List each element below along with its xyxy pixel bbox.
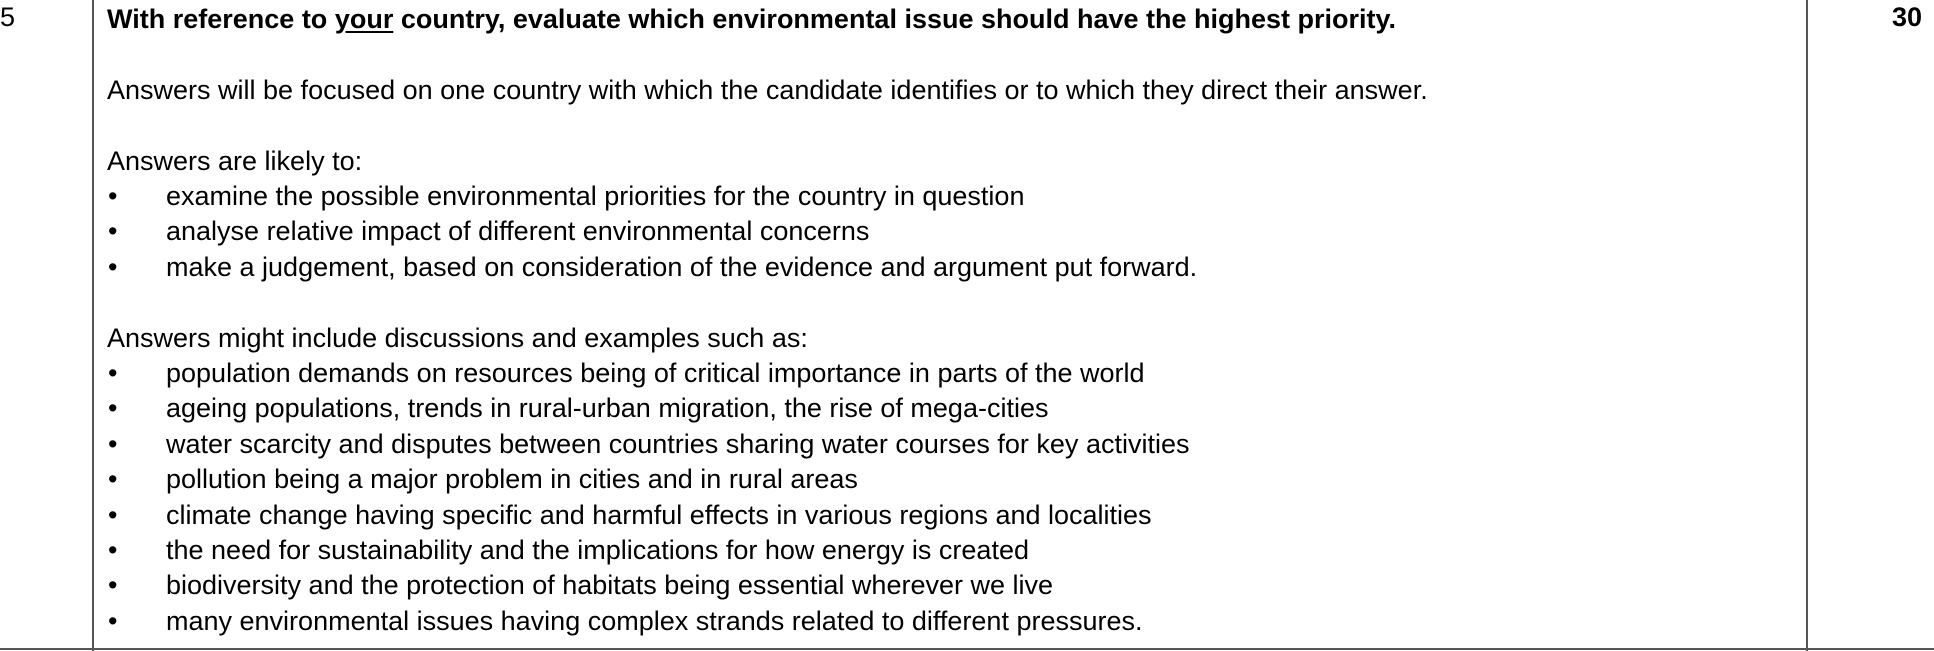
question-text: With reference to your country, evaluate… — [107, 2, 1797, 37]
bullet-icon: • — [108, 251, 118, 282]
list-item-text: ageing populations, trends in rural-urba… — [166, 393, 1049, 424]
bullet-icon: • — [108, 535, 118, 566]
list-item: • make a judgement, based on consideratio… — [107, 250, 1797, 285]
bullet-icon: • — [108, 181, 118, 211]
column-divider-right — [1806, 0, 1808, 651]
question-number: 5 — [0, 2, 16, 32]
list-item-text: pollution being a major problem in citie… — [166, 464, 858, 495]
spacer — [107, 108, 1797, 143]
bullet-icon: • — [108, 216, 118, 247]
bullet-icon: • — [108, 393, 118, 424]
list-item-text: make a judgement, based on consideration… — [166, 251, 1198, 282]
bullet-icon: • — [108, 499, 118, 530]
list-item-text: biodiversity and the protection of habit… — [166, 570, 1054, 601]
question-suffix: country, evaluate which environmental is… — [393, 4, 1397, 34]
list-item: • the need for sustainability and the imp… — [107, 533, 1797, 568]
column-divider-left — [92, 0, 94, 651]
list-item: • pollution being a major problem in citi… — [107, 462, 1797, 497]
might-heading: Answers might include discussions and ex… — [107, 322, 808, 353]
bullet-icon: • — [108, 464, 118, 495]
list-item: • biodiversity and the protection of habi… — [107, 568, 1797, 603]
list-item-text: climate change having specific and harmf… — [166, 499, 1152, 530]
list-item: • population demands on resources being o… — [107, 356, 1797, 391]
list-item-text: water scarcity and disputes between coun… — [166, 428, 1190, 459]
intro-text: Answers will be focused on one country w… — [107, 74, 1428, 105]
row-bottom-border — [0, 648, 1934, 650]
bullet-icon: • — [108, 358, 118, 389]
list-item-text: many environmental issues having complex… — [166, 605, 1143, 636]
question-emphasis: your — [334, 4, 394, 34]
spacer — [107, 37, 1797, 72]
might-list: • population demands on resources being o… — [107, 356, 1797, 639]
list-item: • water scarcity and disputes between cou… — [107, 427, 1797, 462]
bullet-icon: • — [108, 428, 118, 459]
answer-guidance: With reference to your country, evaluate… — [107, 2, 1797, 639]
spacer — [107, 285, 1797, 320]
likely-list: • examine the possible environmental prio… — [107, 179, 1797, 285]
list-item-text: population demands on resources being of… — [166, 358, 1145, 389]
list-item-text: the need for sustainability and the impl… — [166, 535, 1029, 566]
bullet-icon: • — [108, 605, 118, 636]
list-item: • ageing populations, trends in rural-urb… — [107, 391, 1797, 426]
list-item: • examine the possible environmental prio… — [107, 179, 1797, 214]
list-item: • climate change having specific and harm… — [107, 498, 1797, 533]
bullet-icon: • — [108, 570, 118, 601]
likely-heading: Answers are likely to: — [107, 145, 363, 176]
list-item-text: analyse relative impact of different env… — [166, 216, 870, 247]
question-prefix: With reference to — [107, 4, 335, 34]
list-item: • many environmental issues having comple… — [107, 604, 1797, 639]
list-item-text: examine the possible environmental prior… — [166, 181, 1025, 211]
list-item: • analyse relative impact of different en… — [107, 214, 1797, 249]
marks-value: 30 — [1891, 2, 1922, 32]
